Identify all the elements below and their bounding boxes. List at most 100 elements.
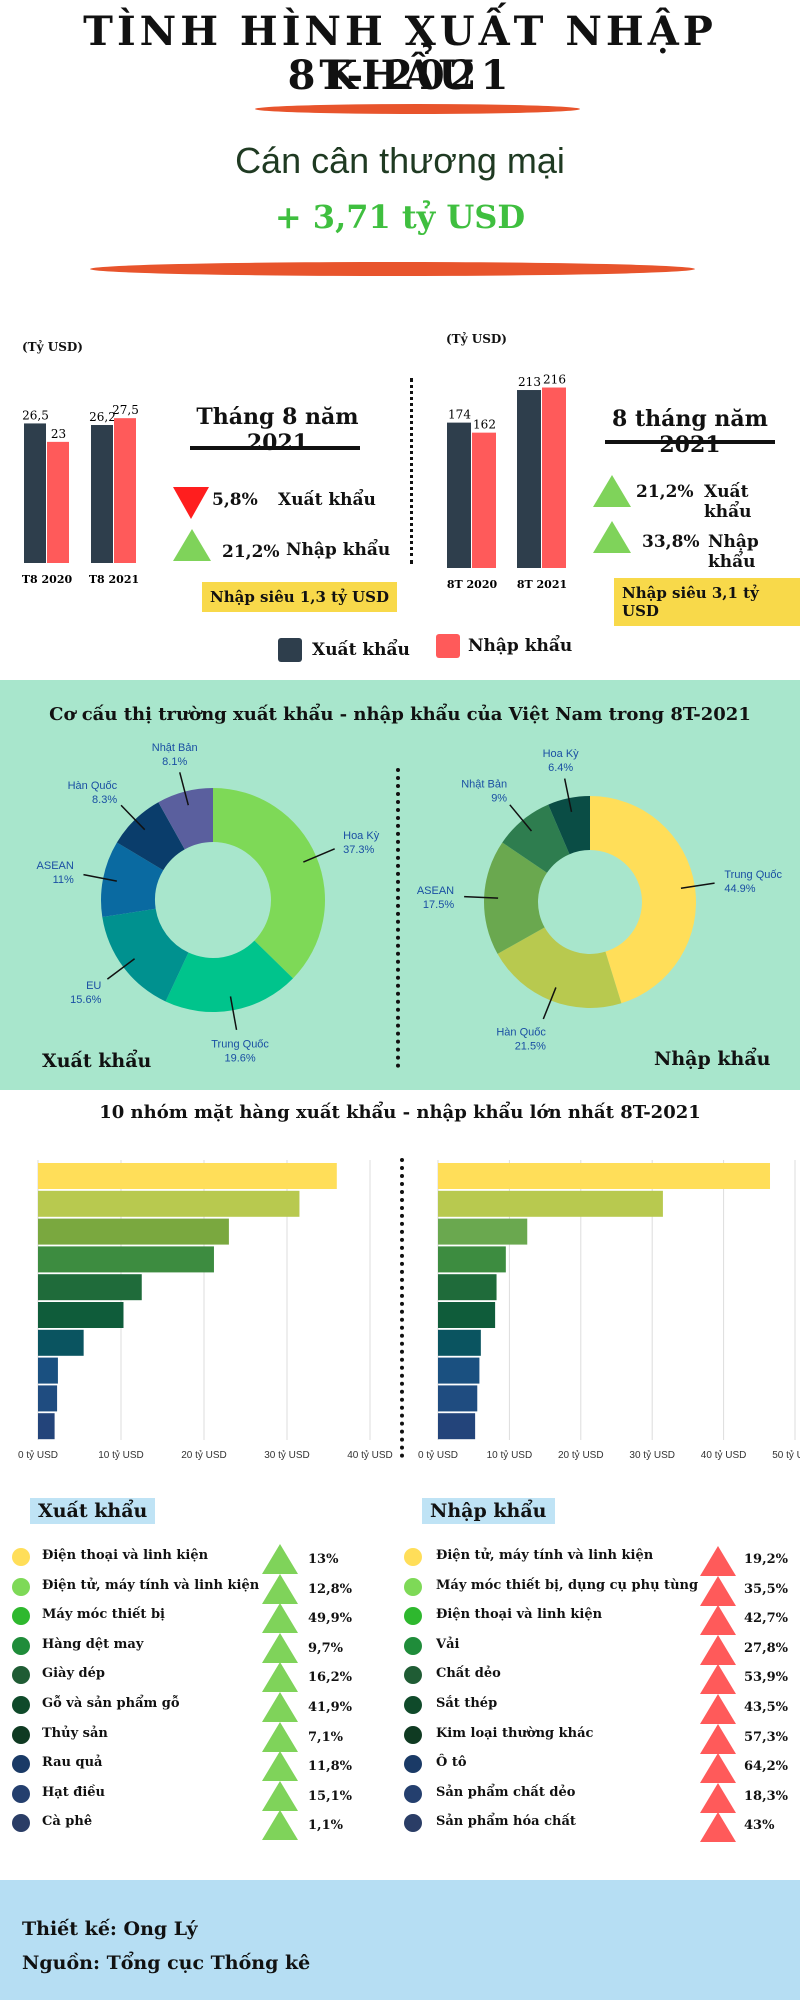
decor-brush-stroke (255, 104, 580, 114)
export-item-change: 16,2% (308, 1670, 353, 1686)
monthly-export-change: 5,8% (212, 490, 258, 510)
axis-tick-label: 20 tỷ USD (558, 1449, 604, 1460)
import-item-change: 43,5% (744, 1700, 789, 1715)
axis-tick-label: 40 tỷ USD (347, 1449, 393, 1460)
donut-leader-line (680, 882, 715, 889)
list-bullet-icon (12, 1636, 30, 1655)
donut-value-label: 11% (53, 874, 74, 886)
import-item-change: 19,2% (744, 1552, 789, 1567)
ytd-trade-deficit-badge: Nhập siêu 3,1 tỷ USD (614, 578, 800, 626)
up-triangle-icon (700, 1634, 736, 1665)
up-triangle-icon (700, 1782, 736, 1813)
ytd-import-label: Nhập khẩu (708, 532, 759, 572)
list-bullet-icon (404, 1784, 422, 1803)
export-item-name: Rau quả (42, 1755, 103, 1771)
donut-category-label: Nhật Bản (461, 778, 507, 790)
donut-category-label: Hàn Quốc (68, 780, 118, 792)
export-item-name: Hàng dệt may (42, 1636, 144, 1652)
donut-slice-2 (102, 908, 189, 1002)
list-bullet-icon (404, 1548, 422, 1566)
import-item-name: Chất dẻo (436, 1666, 501, 1682)
export-item-change: 12,8% (308, 1581, 353, 1597)
export-item-change: 15,1% (308, 1788, 353, 1804)
up-triangle-icon (262, 1721, 298, 1752)
axis-tick-label: 10 tỷ USD (98, 1449, 144, 1460)
monthly-period-title: Tháng 8 năm 2021 (196, 404, 359, 456)
donut-value-label: 44.9% (724, 883, 755, 895)
up-triangle-icon (262, 1692, 298, 1722)
list-bullet-icon (12, 1548, 30, 1566)
hbar-4 (38, 1274, 142, 1301)
trade-balance-value: + 3,71 tỷ USD (274, 198, 526, 236)
up-triangle-icon (173, 529, 211, 561)
export-markets-caption: Xuất khẩu (42, 1050, 152, 1072)
export-item-name: Gỗ và sản phẩm gỗ (42, 1696, 180, 1711)
up-triangle-icon (262, 1632, 298, 1663)
bar-export-0 (447, 422, 471, 568)
import-item-name: Vải (436, 1636, 460, 1652)
monthly-divider (190, 446, 360, 450)
import-item-name: Máy móc thiết bị, dụng cụ phụ tùng (436, 1577, 699, 1593)
donut-value-label: 37.3% (343, 844, 374, 856)
market-structure-title: Cơ cấu thị trường xuất khẩu - nhập khẩu … (49, 704, 751, 725)
list-bullet-icon (12, 1577, 30, 1596)
donut-slice-1 (497, 927, 622, 1008)
hbar-8 (38, 1385, 58, 1412)
donut-leader-line (120, 804, 146, 831)
list-bullet-icon (12, 1755, 30, 1774)
import-item-change: 43% (744, 1818, 775, 1834)
hbar-3 (38, 1246, 214, 1273)
bar-value-label: 213 (518, 375, 541, 389)
donut-category-label: Nhật Bản (152, 742, 198, 754)
export-item-change: 11,8% (308, 1759, 353, 1775)
import-markets-caption: Nhập khẩu (654, 1048, 771, 1070)
axis-tick-label: 50 tỷ USD (772, 1449, 800, 1460)
up-triangle-icon (700, 1812, 736, 1843)
donut-value-label: 8.1% (162, 756, 187, 768)
list-bullet-icon (404, 1636, 422, 1655)
hbar-7 (38, 1357, 58, 1384)
category-tick-label: T8 2020 (22, 573, 73, 586)
donut-category-label: Trung Quốc (724, 869, 782, 881)
list-bullet-icon (12, 1725, 30, 1744)
bar-value-label: 27,5 (112, 403, 139, 417)
ytd-unit-label: (Tỷ USD) (446, 332, 507, 346)
hbar-9 (438, 1413, 476, 1440)
ytd-import-change: 33,8% (642, 532, 700, 552)
axis-tick-label: 30 tỷ USD (264, 1449, 310, 1460)
axis-tick-label: 30 tỷ USD (629, 1449, 675, 1460)
hbar-4 (438, 1274, 497, 1301)
export-item-name: Máy móc thiết bị (42, 1607, 165, 1623)
ytd-export-change: 21,2% (636, 482, 694, 502)
import-item-change: 27,8% (744, 1640, 789, 1656)
donut-leader-line (563, 778, 573, 813)
export-item-change: 41,9% (308, 1700, 353, 1715)
up-triangle-icon (262, 1603, 298, 1634)
footer (0, 1880, 800, 2000)
list-bullet-icon (12, 1814, 30, 1833)
bar-value-label: 26,5 (22, 408, 49, 422)
down-triangle-icon (173, 487, 209, 519)
up-triangle-icon (262, 1751, 298, 1782)
hbar-9 (38, 1413, 55, 1440)
axis-tick-label: 0 tỷ USD (18, 1449, 58, 1460)
hbar-2 (438, 1218, 528, 1245)
list-bullet-icon (12, 1607, 30, 1626)
bar-value-label: 174 (448, 408, 471, 422)
bar-export-1 (517, 390, 541, 568)
donut-value-label: 15.6% (70, 994, 101, 1006)
monthly-import-change: 21,2% (222, 542, 280, 562)
donut-slice-1 (165, 940, 294, 1012)
import-item-name: Sản phẩm hóa chất (436, 1814, 576, 1830)
hbar-7 (438, 1357, 480, 1384)
ytd-export-label: Xuất khẩu (704, 482, 752, 522)
donut-leader-line (229, 996, 238, 1031)
footer-designer: Thiết kế: Ong Lý (22, 1918, 198, 1940)
list-bullet-icon (404, 1725, 422, 1744)
section-divider (410, 378, 413, 564)
import-item-name: Ô tô (436, 1755, 467, 1771)
export-item-change: 1,1% (308, 1818, 343, 1834)
list-bullet-icon (404, 1666, 422, 1685)
export-item-name: Cà phê (42, 1814, 93, 1830)
top10-import-bar-chart: 0 tỷ USD 10 tỷ USD 20 tỷ USD 30 tỷ USD 40 tỷ… (418, 1160, 800, 1460)
